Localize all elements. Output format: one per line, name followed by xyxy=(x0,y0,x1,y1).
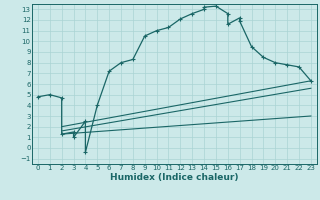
X-axis label: Humidex (Indice chaleur): Humidex (Indice chaleur) xyxy=(110,173,239,182)
